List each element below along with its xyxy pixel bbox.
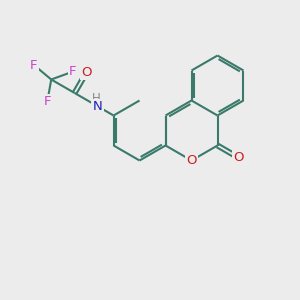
- Text: N: N: [93, 100, 103, 113]
- Text: F: F: [69, 65, 76, 78]
- Text: O: O: [186, 154, 197, 167]
- Text: O: O: [234, 151, 244, 164]
- Text: F: F: [30, 58, 38, 71]
- Text: F: F: [44, 95, 51, 108]
- Text: H: H: [92, 92, 101, 106]
- Text: O: O: [81, 66, 92, 79]
